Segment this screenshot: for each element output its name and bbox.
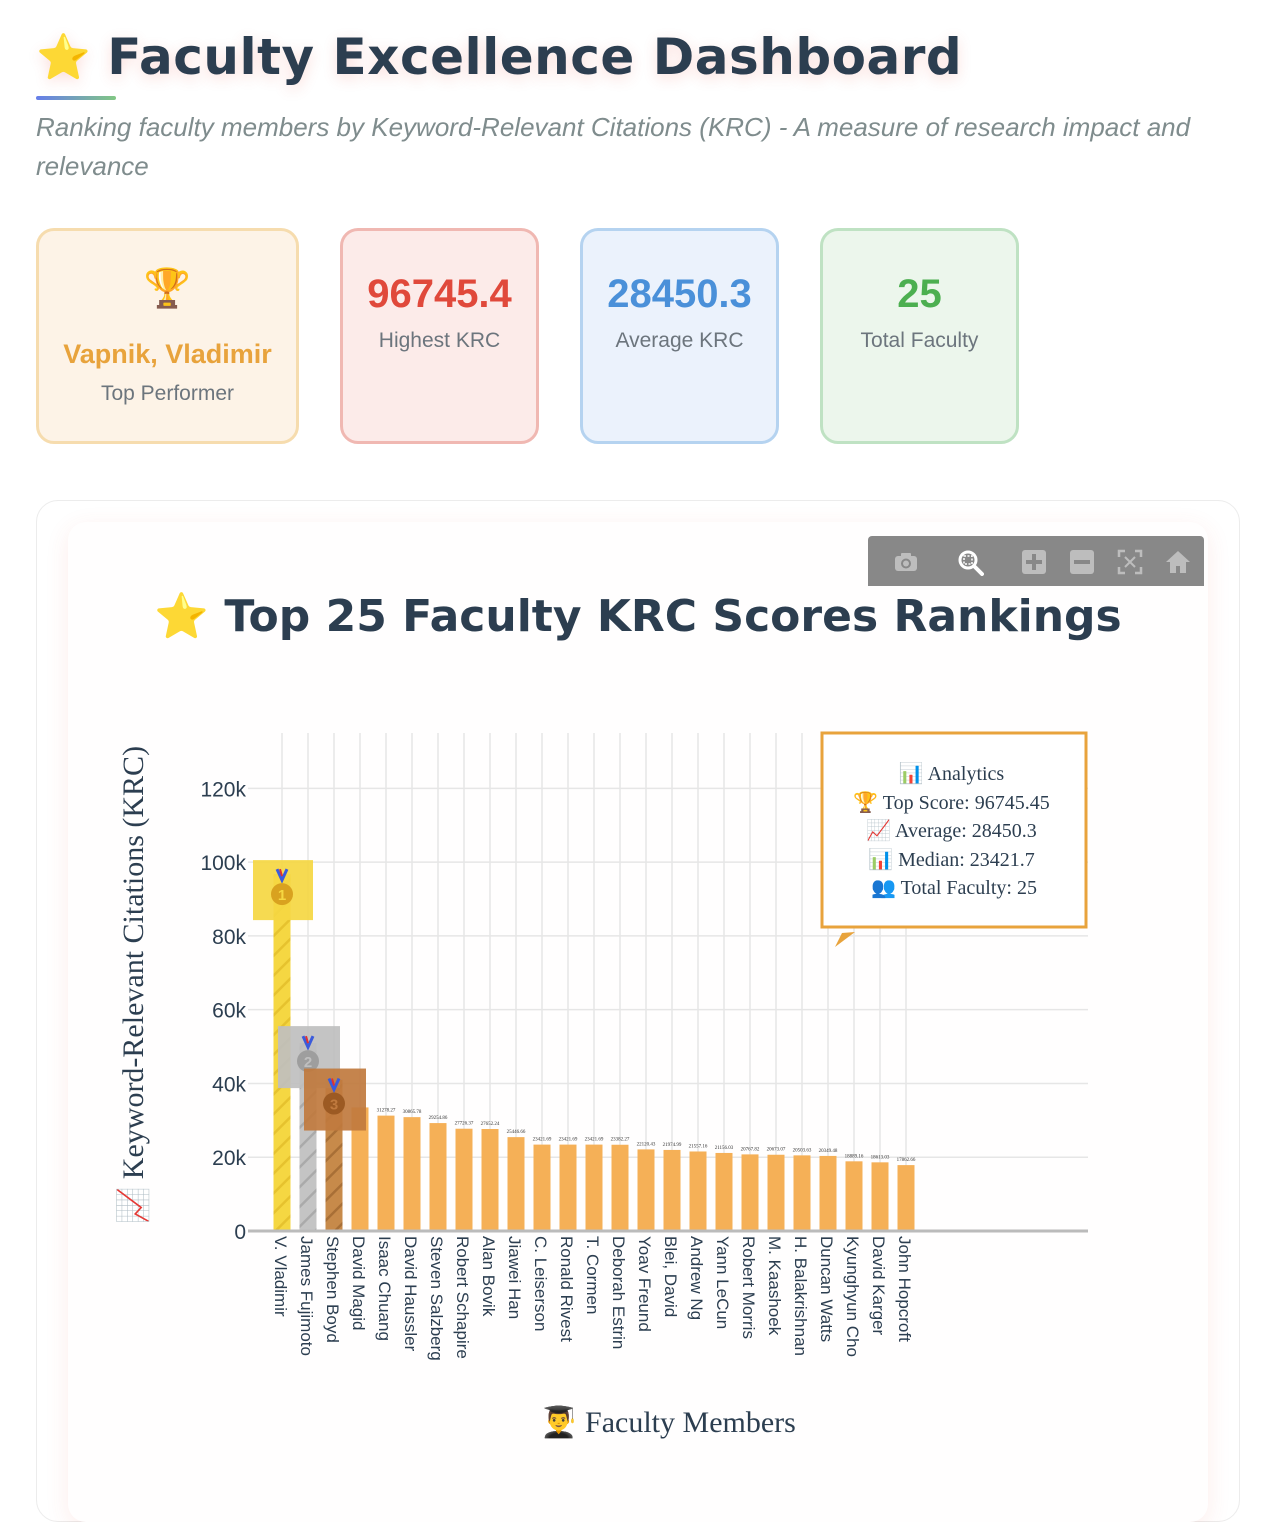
star-icon: ⭐ [36,32,92,83]
total-faculty-card: 25 Total Faculty [820,228,1019,444]
average-krc-label: Average KRC [615,329,744,352]
camera-icon[interactable] [892,548,920,576]
page-title-text: Faculty Excellence Dashboard [107,28,963,86]
top-performer-card: 🏆 Vapnik, Vladimir Top Performer [36,228,299,444]
highest-krc-card: 96745.4 Highest KRC [340,228,539,444]
dashboard-header: ⭐ Faculty Excellence Dashboard Ranking f… [36,28,1236,186]
page-title: ⭐ Faculty Excellence Dashboard [36,28,1236,86]
total-faculty-label: Total Faculty [860,329,979,352]
highest-krc-label: Highest KRC [378,329,501,352]
top-performer-name: Vapnik, Vladimir [63,339,272,369]
highest-krc-value: 96745.4 [367,272,512,316]
home-icon[interactable] [1164,548,1192,576]
page-subtitle: Ranking faculty members by Keyword-Relev… [36,112,1191,181]
zoom-out-icon[interactable] [1068,548,1096,576]
top-performer-label: Top Performer [100,382,235,405]
average-krc-value: 28450.3 [607,272,752,316]
chart-panel [68,522,1208,1522]
trophy-icon: 🏆 [143,268,192,310]
title-underline [36,96,116,100]
zoom-icon[interactable] [956,548,984,576]
average-krc-card: 28450.3 Average KRC [580,228,779,444]
zoom-in-icon[interactable] [1020,548,1048,576]
autoscale-icon[interactable] [1116,548,1144,576]
chart-modebar [868,536,1204,586]
total-faculty-value: 25 [897,272,942,316]
